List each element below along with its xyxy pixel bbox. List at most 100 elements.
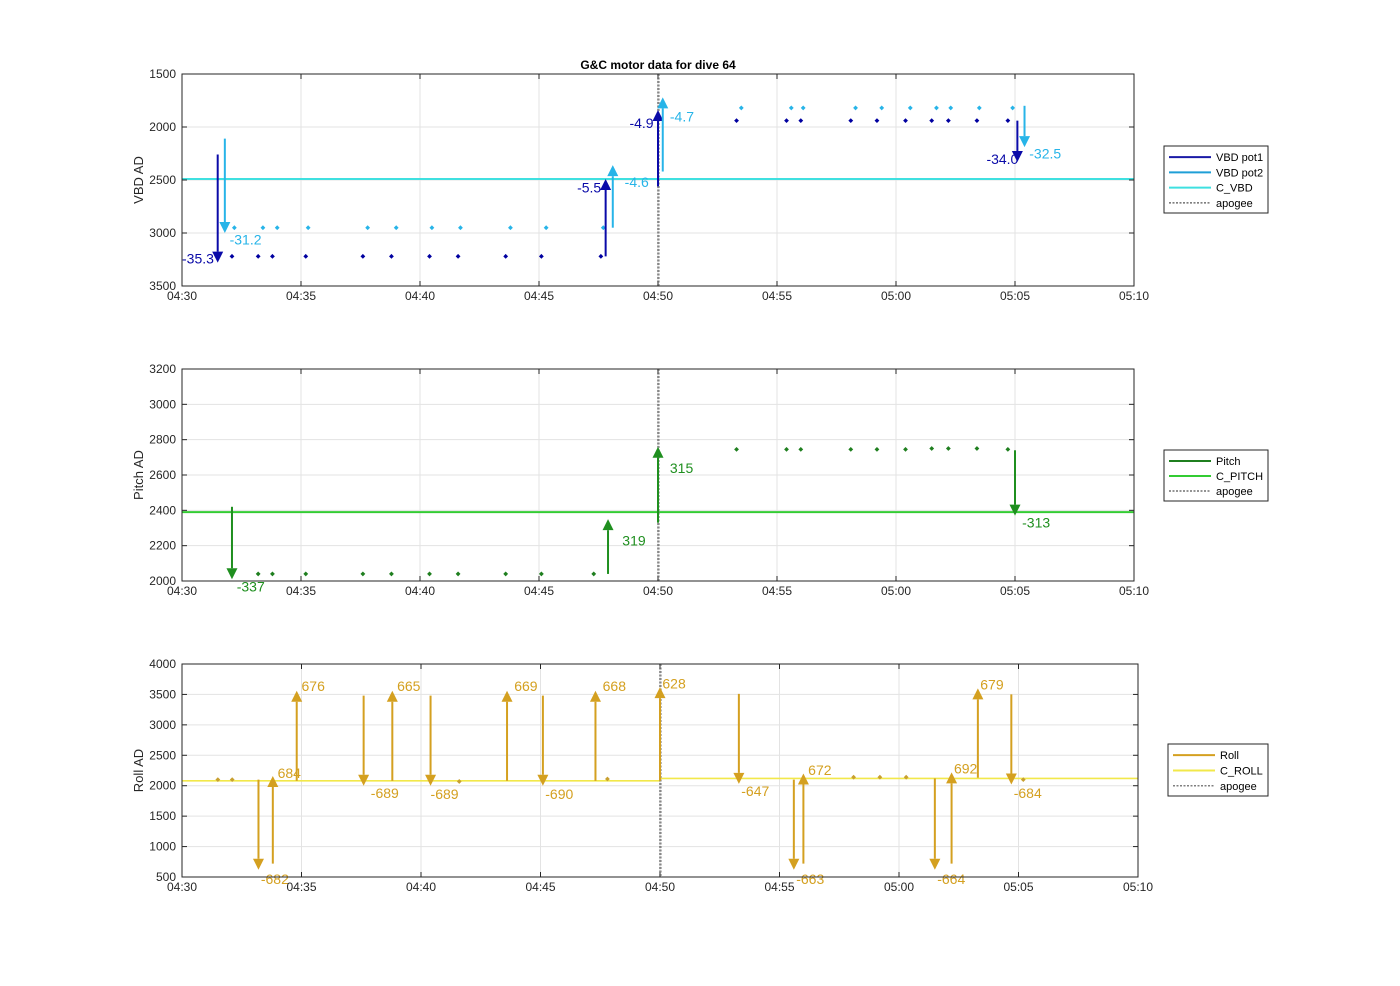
arrow-head	[291, 690, 303, 702]
arrow-label: -35.3	[182, 250, 214, 266]
arrow-label: -31.2	[230, 231, 262, 247]
arrow-head	[589, 690, 601, 702]
arrow-head	[654, 687, 666, 699]
y-tick-label: 2000	[149, 779, 176, 793]
data-point	[1010, 105, 1016, 111]
y-tick-label: 3500	[149, 687, 176, 701]
data-point	[903, 118, 908, 124]
data-point	[903, 446, 908, 452]
data-point	[798, 446, 804, 452]
arrow-label: 692	[954, 761, 978, 777]
arrow-label: -682	[261, 871, 289, 887]
y-tick-label: 2500	[149, 748, 176, 762]
data-point	[305, 225, 311, 231]
y-tick-label: 3000	[149, 718, 176, 732]
y-tick-label: 500	[156, 870, 176, 884]
data-point	[456, 779, 462, 784]
data-point	[877, 774, 883, 780]
arrow-label: 679	[980, 677, 1004, 693]
arrow-head	[1005, 773, 1017, 785]
x-tick-label: 04:45	[524, 289, 554, 303]
x-tick-label: 04:30	[167, 584, 197, 598]
y-tick-label: 2800	[149, 433, 176, 447]
arrow-head	[425, 774, 437, 786]
data-point	[591, 571, 597, 577]
arrow-label: -313	[1022, 515, 1050, 531]
data-point	[427, 571, 432, 577]
x-tick-label: 04:30	[167, 289, 197, 303]
x-tick-label: 05:05	[1003, 880, 1033, 894]
y-tick-label: 3200	[149, 362, 176, 376]
data-point	[503, 571, 509, 577]
data-point	[734, 118, 739, 124]
y-tick-label: 1500	[149, 67, 176, 81]
data-point	[934, 105, 939, 111]
arrow-head	[797, 773, 809, 785]
arrow-head	[946, 772, 958, 784]
data-point	[879, 105, 885, 111]
data-point	[455, 253, 461, 259]
data-point	[738, 105, 744, 111]
data-point	[907, 105, 913, 111]
arrow-head	[358, 774, 370, 786]
x-tick-label: 04:40	[406, 880, 436, 894]
arrow-head	[252, 858, 264, 870]
data-point	[945, 446, 951, 451]
data-point	[903, 774, 909, 780]
y-tick-label: 1000	[149, 840, 176, 854]
arrow-head	[1019, 136, 1031, 148]
legend-entry: C_PITCH	[1216, 471, 1263, 483]
x-tick-label: 04:30	[167, 880, 197, 894]
x-tick-label: 05:10	[1119, 584, 1149, 598]
arrow-label: -4.6	[625, 174, 649, 190]
legend-entry: VBD pot1	[1216, 152, 1263, 164]
data-point	[360, 253, 366, 259]
data-point	[429, 225, 435, 231]
legend-entry: Roll	[1220, 750, 1239, 762]
data-point	[215, 777, 221, 783]
y-tick-label: 1500	[149, 809, 176, 823]
data-point	[874, 118, 880, 124]
arrow-label: 676	[302, 678, 326, 694]
data-point	[229, 777, 235, 783]
y-axis-label: Pitch AD	[131, 450, 146, 500]
data-point	[734, 446, 739, 452]
data-point	[853, 105, 858, 111]
arrow-head	[219, 222, 231, 233]
data-point	[784, 446, 789, 452]
data-point	[389, 253, 394, 259]
x-tick-label: 04:40	[405, 289, 435, 303]
x-tick-label: 04:55	[762, 584, 792, 598]
legend-entry: apogee	[1216, 486, 1253, 498]
x-tick-label: 05:05	[1000, 584, 1030, 598]
x-tick-label: 04:55	[764, 880, 794, 894]
data-point	[974, 446, 980, 451]
data-point	[929, 446, 935, 451]
data-point	[360, 571, 366, 577]
data-point	[598, 253, 604, 259]
x-tick-label: 04:50	[645, 880, 675, 894]
arrow-label: 628	[662, 675, 686, 691]
y-tick-label: 2200	[149, 539, 176, 553]
arrow-head	[733, 772, 745, 784]
arrow-head	[267, 775, 279, 787]
x-tick-label: 04:45	[525, 880, 555, 894]
data-point	[538, 571, 544, 577]
data-point	[1020, 777, 1026, 783]
legend-entry: C_VBD	[1216, 183, 1253, 195]
data-point	[274, 225, 280, 231]
y-axis-label: Roll AD	[131, 749, 146, 792]
arrow-label: 668	[603, 678, 627, 694]
arrow-label: 684	[278, 765, 302, 781]
arrow-head	[386, 690, 398, 702]
arrow-label: -337	[237, 578, 265, 594]
arrow-head	[602, 519, 614, 531]
data-point	[231, 225, 237, 231]
x-tick-label: 05:00	[881, 289, 911, 303]
x-tick-label: 04:50	[643, 584, 673, 598]
arrow-head	[788, 858, 800, 870]
y-axis-label: VBD AD	[131, 156, 146, 204]
arrow-label: -689	[371, 785, 399, 801]
arrow-label: -664	[937, 871, 965, 887]
